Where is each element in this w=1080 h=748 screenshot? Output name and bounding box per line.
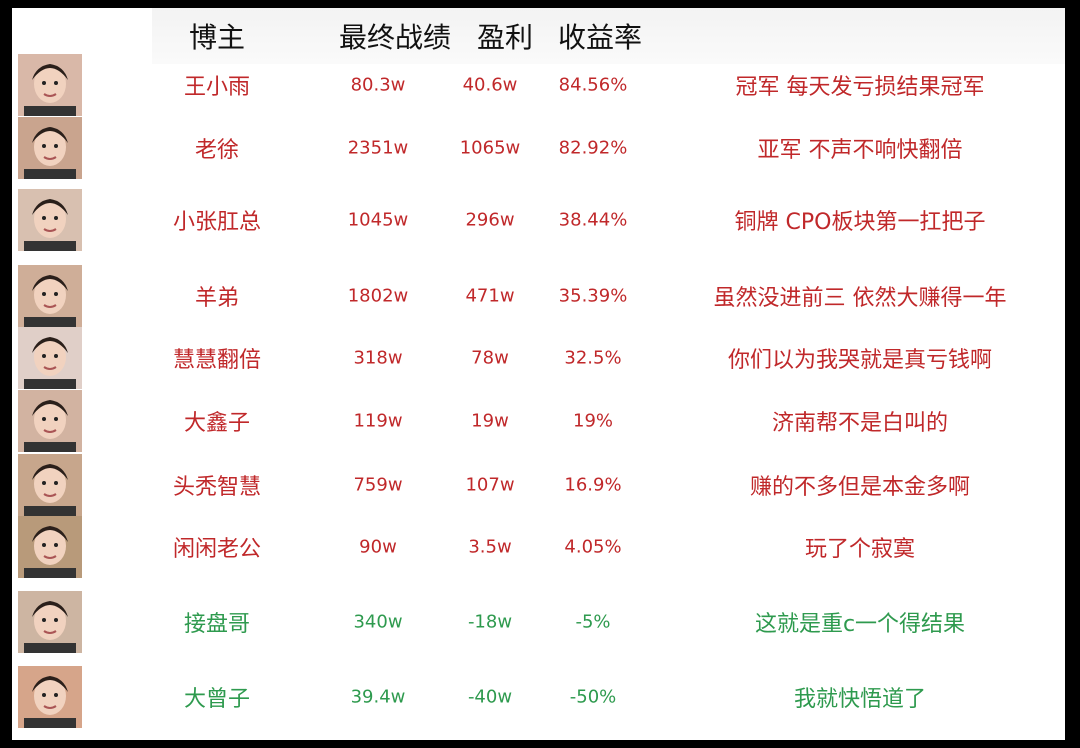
avatar-face [18, 454, 82, 516]
avatar [18, 591, 82, 653]
comment: 虽然没进前三 依然大赚得一年 [713, 286, 1007, 311]
comment: 玩了个寂寞 [804, 537, 916, 562]
blogger-name: 老徐 [194, 138, 240, 163]
avatar-face [18, 54, 82, 116]
comment: 铜牌 CPO板块第一扛把子 [734, 210, 986, 235]
blogger-name: 大鑫子 [183, 411, 251, 436]
final-total: 119w [353, 410, 403, 432]
profit: -18w [467, 611, 513, 633]
avatar [18, 117, 82, 179]
return-rate: 32.5% [564, 347, 622, 369]
final-total: 90w [359, 536, 397, 558]
blogger-name: 慧慧翻倍 [172, 348, 262, 373]
avatar-face [18, 666, 82, 728]
return-rate: 35.39% [558, 285, 628, 307]
profit: 40.6w [462, 74, 518, 96]
avatar [18, 265, 82, 327]
avatar [18, 454, 82, 516]
comment: 济南帮不是白叫的 [771, 411, 949, 436]
profit: -40w [467, 686, 513, 708]
avatar-face [18, 390, 82, 452]
header-blogger: 博主 [188, 21, 246, 54]
final-total: 1802w [347, 285, 409, 307]
comment: 你们以为我哭就是真亏钱啊 [727, 348, 993, 373]
avatar [18, 666, 82, 728]
final-total: 80.3w [350, 74, 406, 96]
avatar-face [18, 265, 82, 327]
final-total: 340w [353, 611, 403, 633]
avatar [18, 516, 82, 578]
return-rate: 4.05% [564, 536, 622, 558]
header-rate: 收益率 [557, 21, 643, 54]
avatar [18, 327, 82, 389]
avatar [18, 189, 82, 251]
comment: 我就快悟道了 [793, 687, 927, 712]
final-total: 2351w [347, 137, 409, 159]
comment: 亚军 不声不响快翻倍 [757, 138, 963, 163]
header-total: 最终战绩 [338, 21, 452, 54]
avatar [18, 390, 82, 452]
profit: 3.5w [468, 536, 512, 558]
blogger-name: 头秃智慧 [172, 475, 262, 500]
avatar-face [18, 189, 82, 251]
blogger-name: 接盘哥 [183, 612, 251, 637]
header-profit: 盈利 [476, 21, 534, 54]
avatar-face [18, 117, 82, 179]
comment: 冠军 每天发亏损结果冠军 [735, 75, 985, 100]
final-total: 318w [353, 347, 403, 369]
return-rate: 38.44% [558, 209, 628, 231]
comment: 赚的不多但是本金多啊 [749, 475, 971, 500]
blogger-name: 大曾子 [183, 687, 251, 712]
avatar-face [18, 516, 82, 578]
blogger-name: 王小雨 [183, 75, 251, 100]
blogger-name: 小张肛总 [172, 210, 262, 235]
final-total: 39.4w [350, 686, 406, 708]
header-bar [152, 8, 1065, 64]
return-rate: -50% [569, 686, 617, 708]
return-rate: 84.56% [558, 74, 628, 96]
profit: 471w [465, 285, 515, 307]
return-rate: 82.92% [558, 137, 628, 159]
profit: 19w [471, 410, 509, 432]
final-total: 1045w [347, 209, 409, 231]
profit: 107w [465, 474, 515, 496]
avatar-face [18, 327, 82, 389]
blogger-name: 羊弟 [194, 286, 240, 311]
return-rate: -5% [575, 611, 611, 633]
profit: 296w [465, 209, 515, 231]
return-rate: 19% [572, 410, 614, 432]
profit: 1065w [459, 137, 521, 159]
return-rate: 16.9% [564, 474, 622, 496]
comment: 这就是重c一个得结果 [754, 612, 966, 637]
blogger-name: 闲闲老公 [172, 537, 262, 562]
avatar [18, 54, 82, 116]
profit: 78w [471, 347, 509, 369]
table-panel: 博主 最终战绩 盈利 收益率王小雨 80.3w 40.6w 84.56% 冠军 每天发亏损结果… [12, 8, 1065, 740]
avatar-face [18, 591, 82, 653]
final-total: 759w [353, 474, 403, 496]
